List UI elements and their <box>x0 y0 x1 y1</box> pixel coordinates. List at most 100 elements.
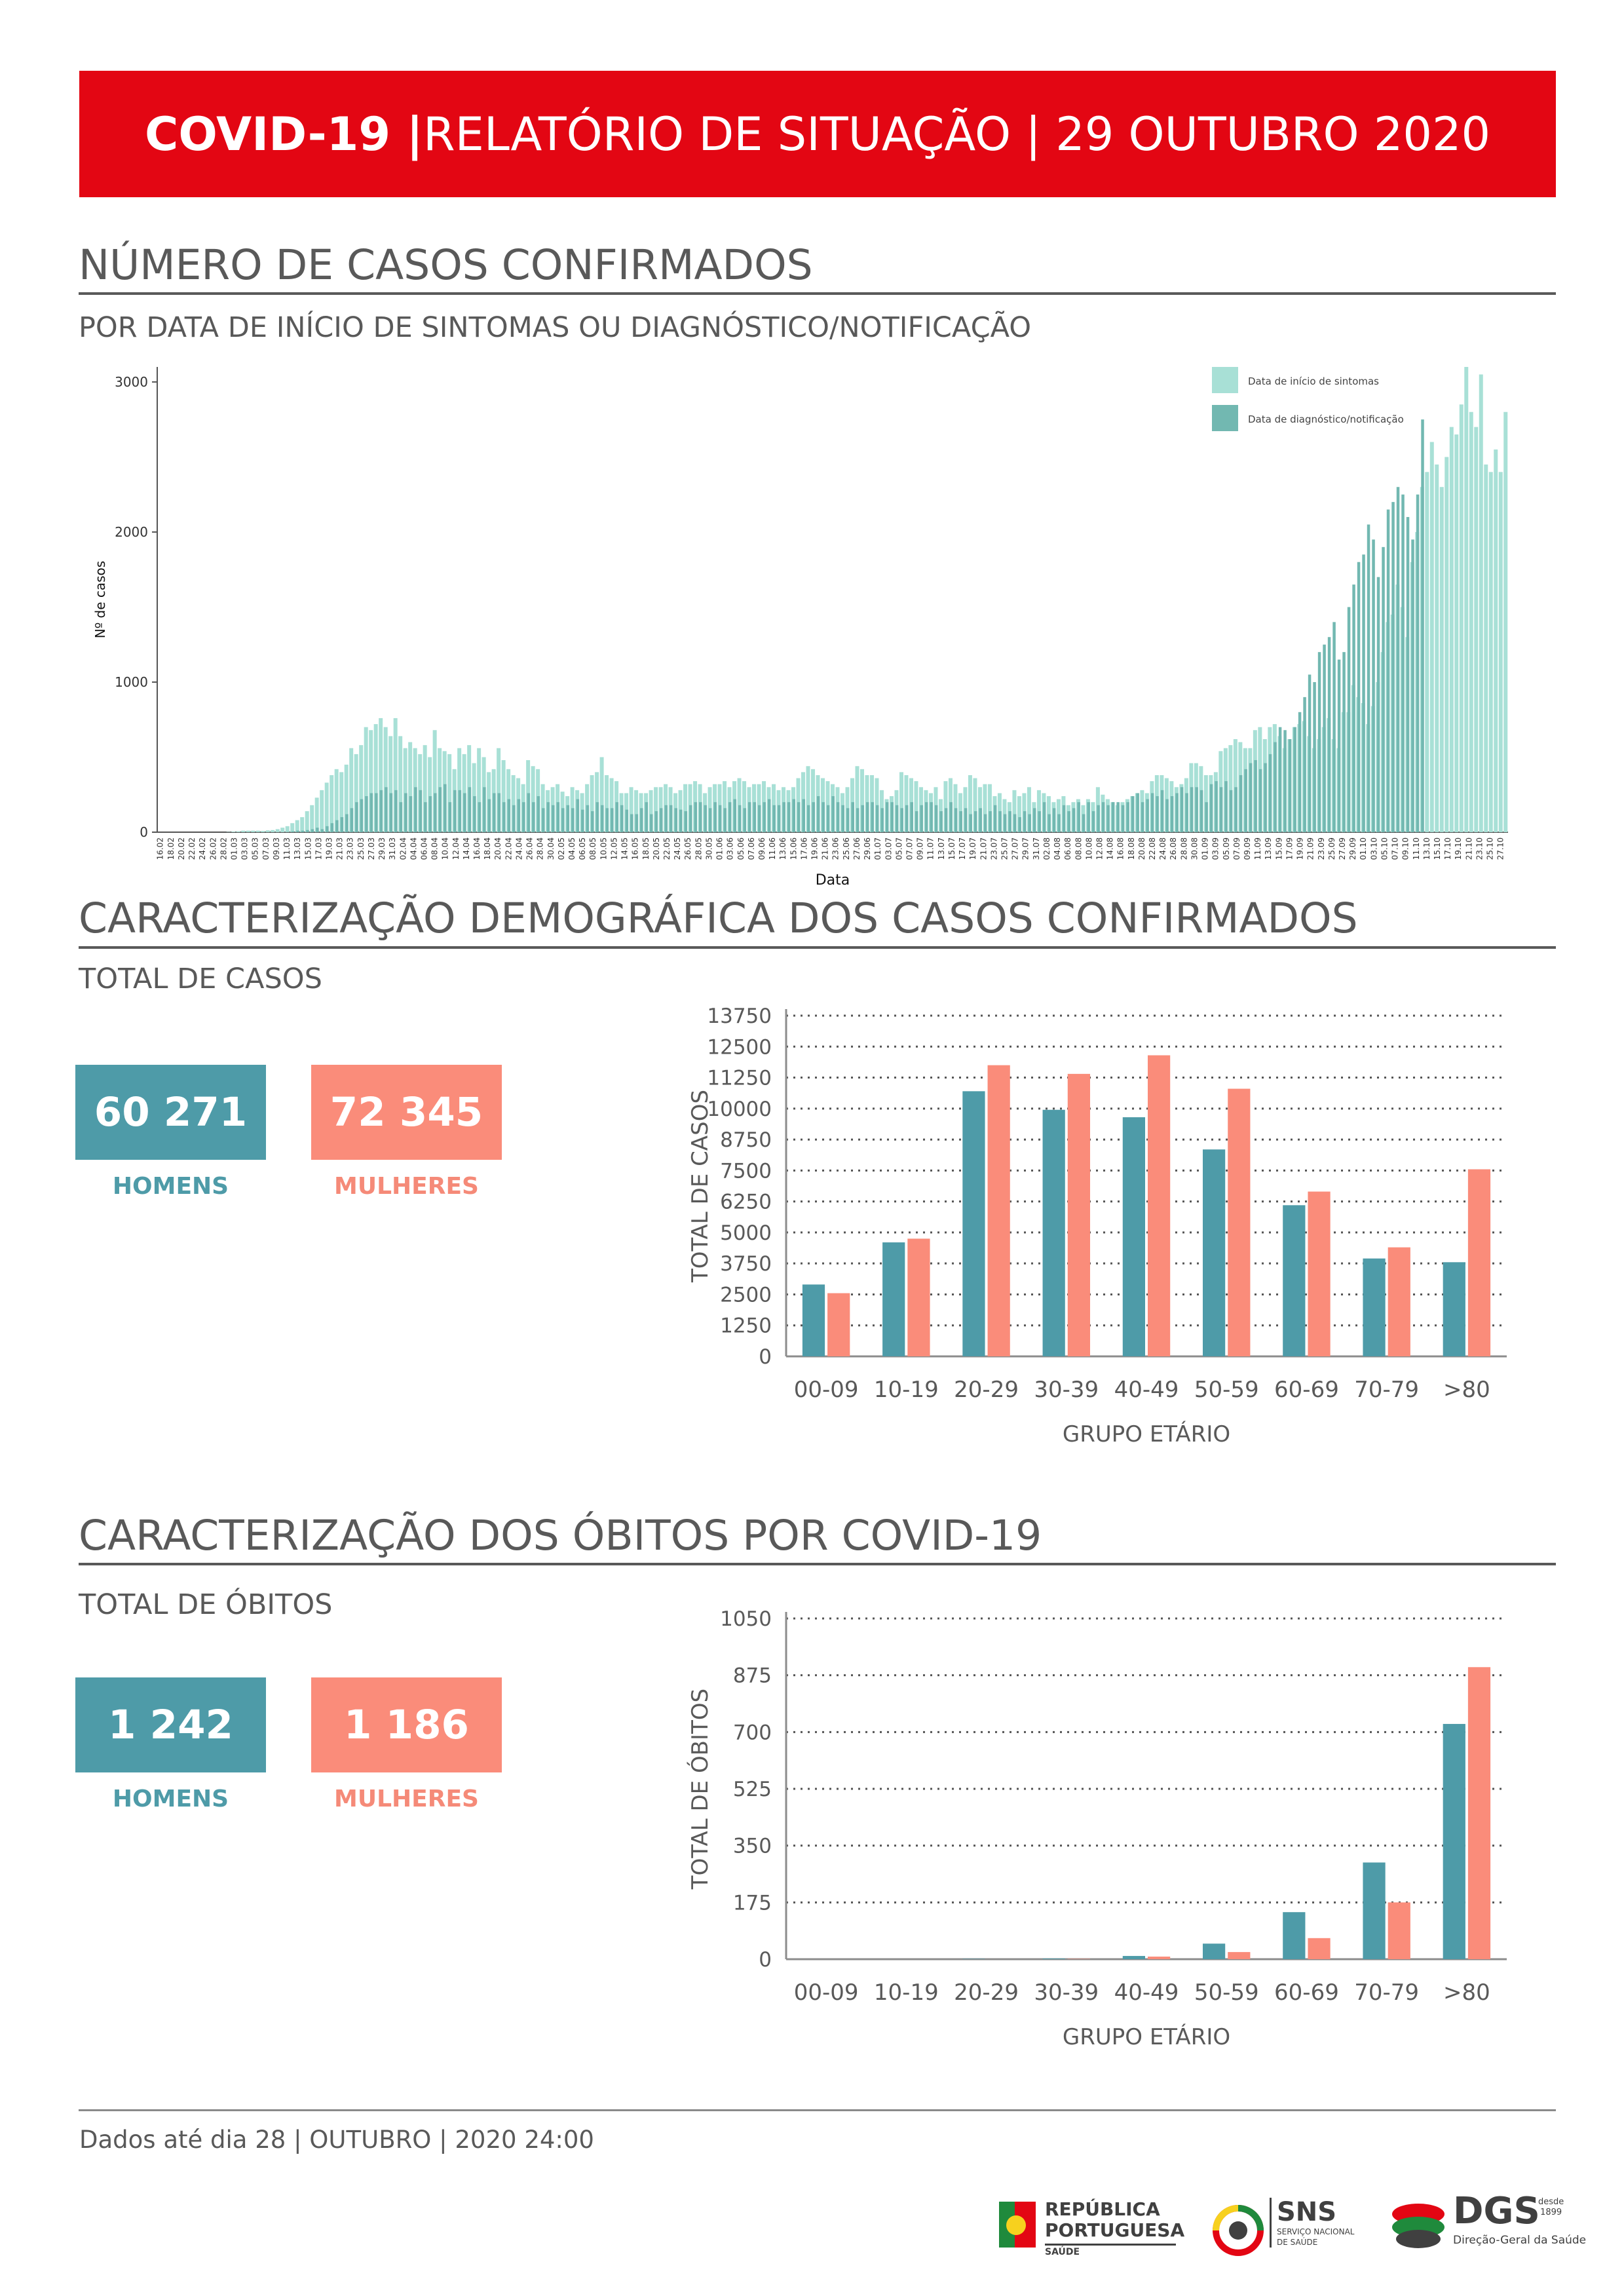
x-tick-label: 13.03 <box>293 837 302 860</box>
symptoms-bar <box>255 830 260 832</box>
republica-line1: REPÚBLICA <box>1045 2198 1160 2220</box>
notification-bar <box>1018 817 1021 832</box>
notification-bar <box>1416 494 1420 832</box>
notification-bar <box>1165 799 1169 832</box>
notification-bar <box>586 805 590 832</box>
notification-bar <box>301 830 305 832</box>
symptoms-bar <box>1494 449 1498 832</box>
notification-bar <box>561 808 565 832</box>
cases-by-age-chart: 0 1250 2500 3750 5000 6250 7500 8750 10000 11250 1… <box>687 1004 1507 1447</box>
y-tick-label: 3750 <box>720 1252 772 1276</box>
notification-bar <box>1332 622 1336 832</box>
demographics-section-title: CARACTERIZAÇÃO DEMOGRÁFICA DOS CASOS CON… <box>79 894 1358 942</box>
notification-bar <box>1087 802 1090 832</box>
symptoms-bar <box>1474 427 1479 832</box>
x-tick-label: 10.08 <box>1084 837 1093 860</box>
notification-bar <box>1131 796 1135 832</box>
x-tick-label: 07.07 <box>905 837 915 860</box>
x-tick-label: 16.08 <box>1116 837 1125 860</box>
notification-bar <box>758 805 761 832</box>
x-tick-label: 17.09 <box>1285 837 1294 860</box>
notification-bar <box>993 805 997 832</box>
x-tick-label: 29.06 <box>863 837 872 860</box>
symptoms-bar <box>295 820 299 832</box>
notification-bar <box>483 787 486 832</box>
symptoms-bar <box>1027 787 1031 832</box>
notification-bar <box>1391 502 1395 832</box>
symptoms-bar <box>408 742 413 832</box>
notification-bar <box>1337 659 1341 832</box>
x-tick-label: 01.03 <box>230 837 239 860</box>
symptoms-bar <box>354 754 358 832</box>
notification-bar <box>630 814 633 832</box>
symptoms-bar <box>1464 367 1469 832</box>
x-tick-label: 28.04 <box>536 837 545 860</box>
notification-bar <box>684 811 688 832</box>
x-tick-label: 11.06 <box>768 837 777 860</box>
x-tick-label: 18.04 <box>483 837 492 860</box>
notification-bar <box>1057 814 1061 832</box>
deaths-women-bar <box>1228 1952 1251 1959</box>
deaths-total-subtitle: TOTAL DE ÓBITOS <box>79 1588 333 1621</box>
symptoms-bar <box>1017 796 1021 832</box>
notification-bar <box>1317 652 1321 832</box>
deaths-women-bar <box>1388 1902 1410 1959</box>
x-tick-label: 13.09 <box>1264 837 1273 860</box>
x-tick-label: 29.09 <box>1348 837 1357 860</box>
symptoms-bar <box>388 736 393 832</box>
symptoms-bar <box>599 757 604 832</box>
y-tick-label: 3000 <box>115 374 148 390</box>
notification-bar <box>930 802 933 832</box>
x-tick-label: 10.04 <box>441 837 450 860</box>
x-tick-label: 19.07 <box>968 837 977 860</box>
republica-line2: PORTUGUESA <box>1045 2219 1185 2241</box>
y-tick-label: 0 <box>759 1948 772 1972</box>
notification-bar <box>1372 539 1375 832</box>
symptoms-bar <box>605 775 609 832</box>
notification-bar <box>493 793 496 832</box>
symptoms-bar <box>683 784 688 832</box>
deaths-section-title: CARACTERIZAÇÃO DOS ÓBITOS POR COVID-19 <box>79 1512 1042 1559</box>
deaths-women-bar <box>1467 1667 1491 1959</box>
notification-bar <box>571 808 575 832</box>
notification-bar <box>468 787 472 832</box>
notification-bar <box>1136 793 1139 832</box>
notification-bar <box>340 817 344 832</box>
cases-men-bar <box>1443 1262 1465 1356</box>
x-tick-label: 24.04 <box>514 837 523 860</box>
notification-bar <box>1229 790 1233 832</box>
notification-bar <box>404 793 407 832</box>
symptoms-bar <box>590 775 594 832</box>
notification-bar <box>620 805 624 832</box>
x-tick-label: 25.09 <box>1327 837 1336 860</box>
notification-bar <box>910 802 913 832</box>
symptoms-bar <box>1439 487 1444 832</box>
notification-bar <box>1195 787 1198 832</box>
x-tick-label: 07.03 <box>261 837 271 860</box>
legend-label-notification: Data de diagnóstico/notificação <box>1248 413 1404 425</box>
x-tick-label: 30-39 <box>1034 1980 1099 2006</box>
notification-bar <box>601 805 604 832</box>
notification-bar <box>1244 769 1247 832</box>
notification-bar <box>1121 805 1125 832</box>
symptoms-bar <box>859 769 864 832</box>
notification-bar <box>1180 787 1184 832</box>
notification-bar <box>1239 775 1243 832</box>
symptoms-bar <box>310 805 314 832</box>
x-tick-label: 20.02 <box>177 837 186 860</box>
symptoms-bar <box>265 830 270 832</box>
x-tick-label: 26.08 <box>1169 837 1178 860</box>
symptoms-bar <box>1479 374 1483 832</box>
notification-bar <box>1382 546 1385 832</box>
notification-bar <box>375 793 378 832</box>
deaths-men-bar <box>1363 1862 1386 1959</box>
x-tick-label: 25.03 <box>356 837 366 860</box>
x-tick-label: 00-09 <box>794 1377 859 1403</box>
dgs-emblem-icon <box>1392 2204 1445 2248</box>
x-tick-label: 26.05 <box>683 837 692 860</box>
footer-divider <box>79 2109 1556 2111</box>
notification-bar <box>1052 808 1056 832</box>
notification-bar <box>861 805 864 832</box>
deaths-men-bar <box>1122 1956 1145 1959</box>
